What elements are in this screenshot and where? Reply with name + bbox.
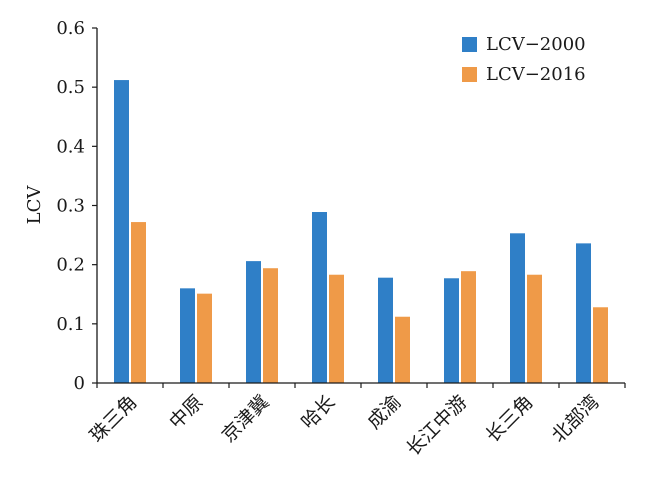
category-label: 珠三角	[86, 391, 142, 447]
y-axis-title: LCV	[24, 185, 45, 225]
legend-swatch	[462, 37, 477, 52]
bar-lcv-2016-2	[197, 293, 212, 383]
bar-lcv-2000-6	[444, 278, 459, 383]
y-tick-label: 0.5	[56, 77, 85, 98]
bar-lcv-2016-7	[527, 274, 542, 383]
bar-lcv-2000-7	[510, 233, 525, 383]
category-label: 哈长	[297, 391, 339, 433]
bar-lcv-2016-1	[131, 222, 146, 383]
bars-layer	[114, 80, 608, 384]
category-label: 京津冀	[218, 391, 274, 447]
category-label: 长江中游	[402, 391, 471, 460]
bar-lcv-2016-5	[395, 316, 410, 383]
category-label: 中原	[165, 391, 207, 433]
bar-lcv-2000-8	[576, 243, 591, 383]
bar-lcv-2016-8	[593, 307, 608, 383]
bar-lcv-2016-6	[461, 271, 476, 383]
legend-label: LCV−2000	[486, 34, 586, 55]
bar-lcv-2000-3	[246, 261, 261, 383]
y-tick-label: 0.4	[56, 136, 85, 157]
y-ticks-layer: 0 0.1 0.2 0.3 0.4 0.5 0.6	[56, 18, 97, 394]
category-label: 长三角	[482, 391, 538, 447]
bar-lcv-2016-4	[329, 274, 344, 383]
legend-label: LCV−2016	[486, 64, 586, 85]
bar-lcv-2000-2	[180, 288, 195, 383]
y-tick-label: 0.1	[56, 314, 85, 335]
y-tick-label: 0.3	[56, 196, 85, 217]
legend: LCV−2000 LCV−2016	[462, 34, 586, 85]
bar-lcv-2000-5	[378, 277, 393, 383]
bar-lcv-2000-4	[312, 212, 327, 383]
bar-lcv-2016-3	[263, 268, 278, 383]
y-tick-label: 0.6	[56, 18, 85, 39]
category-label: 成渝	[363, 391, 405, 433]
bar-lcv-2000-1	[114, 80, 129, 384]
category-label: 北部湾	[548, 391, 604, 447]
legend-swatch	[462, 67, 477, 82]
y-tick-label: 0	[74, 373, 85, 394]
y-tick-label: 0.2	[56, 255, 85, 276]
